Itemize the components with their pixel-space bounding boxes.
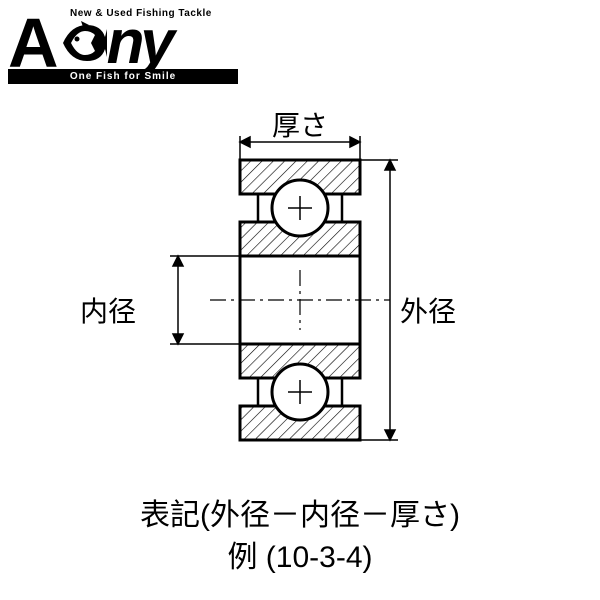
logo-letters-ny: ny <box>107 18 171 68</box>
logo-wordmark: A ny <box>8 15 238 71</box>
outer-diameter-label: 外径 <box>400 290 456 330</box>
thickness-label: 厚さ <box>272 104 328 144</box>
inner-diameter-dimension <box>170 256 240 344</box>
inner-diameter-label: 内径 <box>80 290 136 330</box>
notation-line-2: 例 (10-3-4) <box>0 537 600 579</box>
bearing-diagram: 厚さ 内径 外径 <box>90 110 510 480</box>
notation-text: 表記(外径－内径－厚さ) 例 (10-3-4) <box>0 495 600 579</box>
brand-logo: New & Used Fishing Tackle A ny One Fish … <box>8 8 238 84</box>
logo-letter-a: A <box>8 15 59 71</box>
notation-line-1: 表記(外径－内径－厚さ) <box>0 495 600 537</box>
fish-icon <box>57 17 109 69</box>
